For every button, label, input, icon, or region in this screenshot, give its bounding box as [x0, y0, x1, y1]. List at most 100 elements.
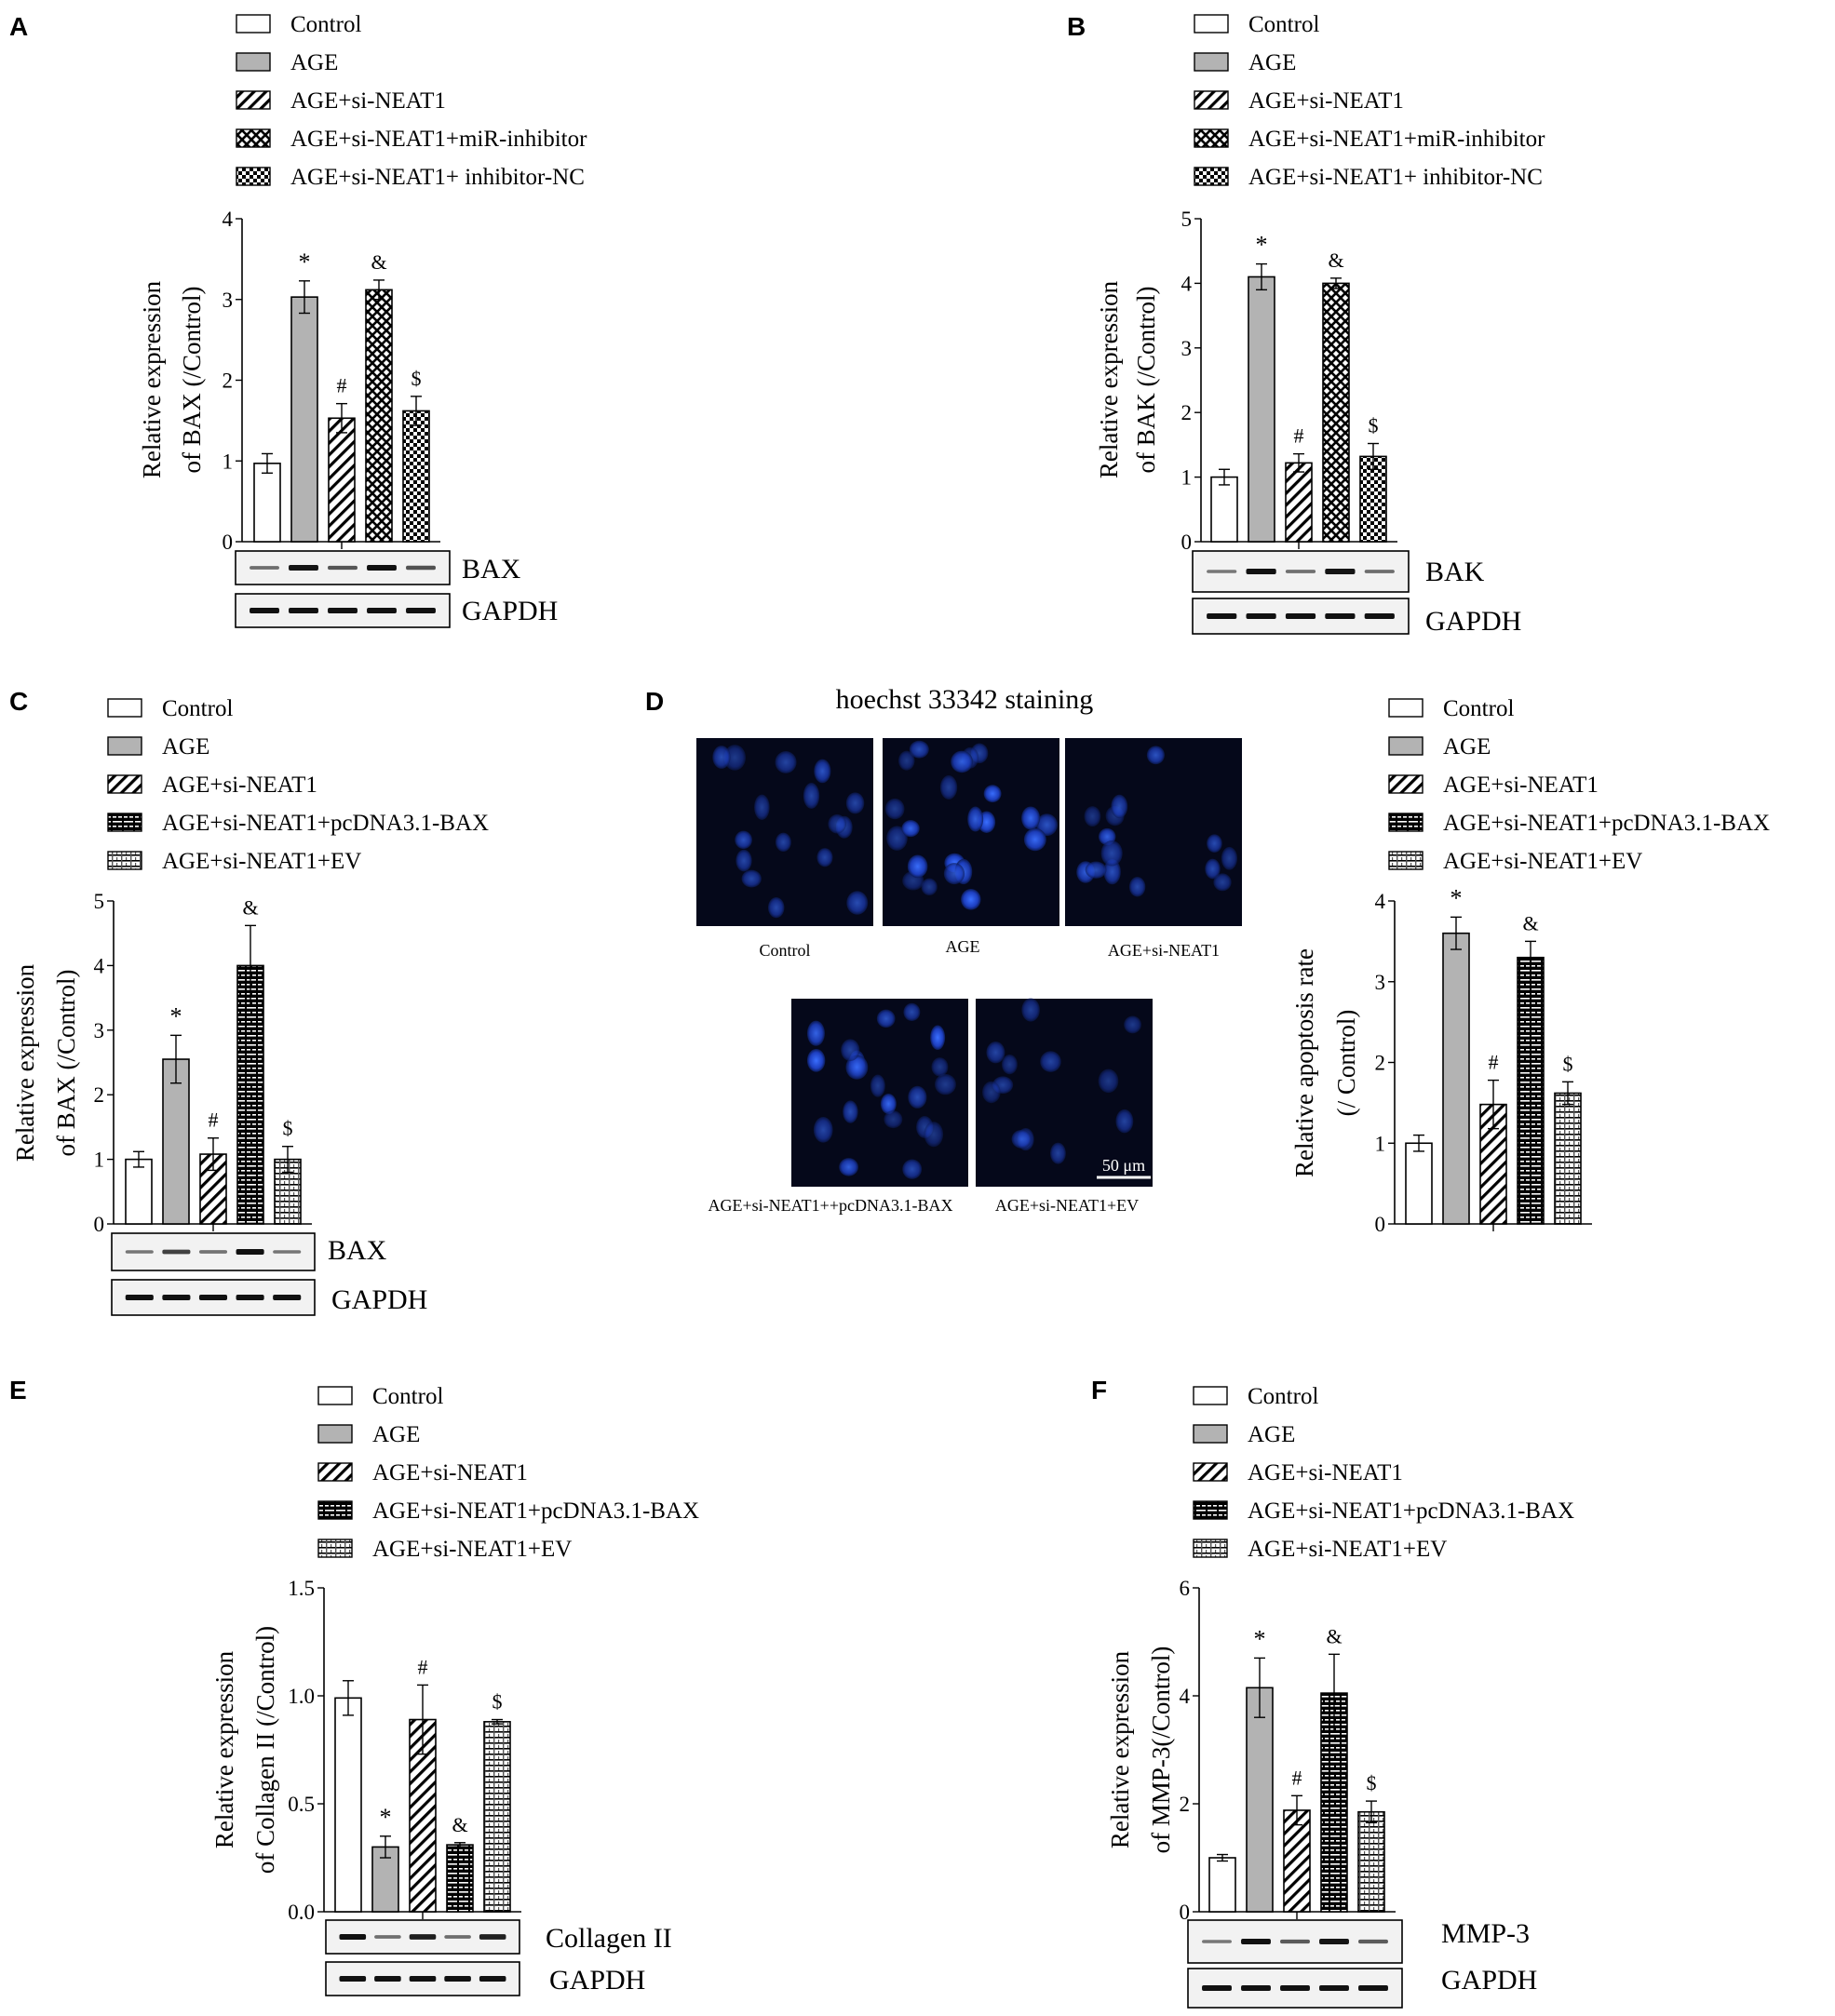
- nucleus: [876, 1009, 896, 1028]
- legend-entry: Control: [1248, 1384, 1318, 1409]
- panel-letter: C: [9, 687, 28, 716]
- micrograph-image: [1065, 738, 1242, 926]
- significance-mark: &: [242, 895, 258, 919]
- y-axis: 0 1 2 3 4 5: [1181, 208, 1202, 554]
- panel-letter: A: [9, 12, 28, 41]
- nucleus: [903, 1002, 921, 1022]
- y-axis-label: (/ Control): [1332, 1010, 1360, 1117]
- nucleus: [839, 1158, 858, 1176]
- blot-gapdh: [235, 593, 451, 628]
- bar: [1285, 462, 1313, 543]
- significance-mark: #: [209, 1109, 219, 1132]
- micrograph-image: [976, 998, 1153, 1187]
- panel-letter: B: [1067, 12, 1086, 41]
- legend-entry: AGE: [372, 1422, 420, 1447]
- nucleus: [828, 813, 846, 834]
- legend-swatch: [317, 1500, 353, 1520]
- bar: [446, 1844, 474, 1913]
- nucleus: [898, 750, 915, 771]
- legend-swatch: [1193, 1386, 1228, 1405]
- legend-swatch: [107, 698, 142, 718]
- legend-swatch: [1193, 1462, 1228, 1482]
- blot-gapdh: [1187, 1968, 1403, 2009]
- y-axis: 0 2 4 6: [1180, 1577, 1200, 1924]
- bar: [162, 1058, 190, 1225]
- legend-entry: Control: [290, 12, 361, 37]
- y-tick-label: 5: [1181, 208, 1193, 231]
- y-tick-label: 4: [94, 954, 105, 977]
- error-bar: [208, 1136, 219, 1172]
- y-axis-label: Relative expression: [1106, 1650, 1134, 1848]
- significance-mark: *: [1256, 232, 1268, 259]
- nucleus: [845, 1055, 869, 1080]
- legend-swatch: [317, 1386, 353, 1405]
- nucleus: [1011, 1129, 1032, 1149]
- legend-swatch: [107, 774, 142, 794]
- y-tick-label: 3: [94, 1019, 105, 1042]
- significance-mark: #: [1489, 1051, 1499, 1074]
- blot-gapdh: [111, 1279, 316, 1316]
- blot-target-band: [1319, 1939, 1349, 1944]
- panel-E: E Control AGE AGE+si-NEAT1 AGE+si-NEAT1+pcDN…: [9, 1376, 699, 1996]
- blot-label: BAX: [328, 1235, 387, 1266]
- blot-gapdh-band: [125, 1295, 154, 1300]
- y-axis-label: Relative expression: [138, 280, 166, 478]
- y-tick-label: 0: [1181, 531, 1193, 554]
- legend-entry: AGE+si-NEAT1: [1443, 773, 1599, 798]
- nucleus: [845, 792, 865, 814]
- significance-mark: $: [1369, 414, 1379, 437]
- blot-target-band: [125, 1250, 154, 1254]
- micrograph-background: [1065, 738, 1242, 926]
- y-tick-label: 0: [1180, 1901, 1191, 1924]
- legend-swatch: [236, 128, 271, 148]
- blot-gapdh-band: [1241, 1985, 1271, 1991]
- blot-target: [1187, 1919, 1403, 1964]
- nucleus: [712, 746, 731, 769]
- bar: [1357, 1810, 1385, 1913]
- error-bar: [1217, 1853, 1228, 1862]
- nucleus: [723, 745, 747, 771]
- y-tick-label: 0.0: [288, 1901, 315, 1924]
- error-bar: [1488, 1079, 1499, 1130]
- nucleus: [1111, 794, 1128, 819]
- blot-gapdh-band: [162, 1295, 191, 1300]
- panel-B: B Control AGE AGE+si-NEAT1 AGE+si-NEAT1+miR-…: [1067, 12, 1545, 637]
- y-tick-label: 1.0: [288, 1685, 315, 1708]
- legend-swatch: [1194, 90, 1229, 110]
- error-bar: [1329, 1653, 1340, 1733]
- blot-gapdh-band: [339, 1976, 367, 1982]
- nucleus: [803, 783, 820, 809]
- micrograph-caption: AGE+si-NEAT1: [1108, 941, 1220, 960]
- bar: [334, 1697, 362, 1913]
- y-axis-label: Relative apoptosis rate: [1290, 948, 1318, 1177]
- legend-entry: AGE: [1248, 1422, 1295, 1447]
- y-axis-label: of Collagen II (/Control): [251, 1626, 279, 1874]
- bar: [1359, 455, 1387, 543]
- legend-swatch: [317, 1462, 353, 1482]
- blot-gapdh-band: [328, 608, 358, 613]
- nucleus: [951, 750, 973, 773]
- nucleus: [806, 1020, 825, 1046]
- nucleus: [924, 1122, 944, 1148]
- blot-gapdh-band: [198, 1295, 228, 1300]
- nucleus: [816, 848, 833, 867]
- nucleus: [967, 806, 984, 832]
- panel-C: C Control AGE AGE+si-NEAT1 AGE+si-NEAT1+pcDN…: [9, 687, 489, 1315]
- bar: [1322, 282, 1350, 543]
- nucleus: [1040, 1051, 1061, 1072]
- legend-entry: AGE: [1443, 734, 1491, 759]
- blot-gapdh-band: [374, 1976, 401, 1982]
- y-tick-label: 3: [1181, 337, 1193, 360]
- legend-swatch: [236, 14, 271, 34]
- blot-target-band: [1207, 570, 1237, 573]
- y-tick-label: 1: [94, 1149, 105, 1172]
- nucleus: [775, 751, 797, 773]
- legend-swatch: [1194, 128, 1229, 148]
- blot-gapdh-band: [1207, 613, 1237, 619]
- significance-mark: $: [412, 367, 422, 390]
- error-bar: [1562, 1081, 1573, 1106]
- significance-mark: $: [492, 1690, 503, 1714]
- blot-label: BAK: [1425, 557, 1485, 587]
- nucleus: [846, 891, 869, 915]
- y-tick-label: 1.5: [288, 1577, 315, 1600]
